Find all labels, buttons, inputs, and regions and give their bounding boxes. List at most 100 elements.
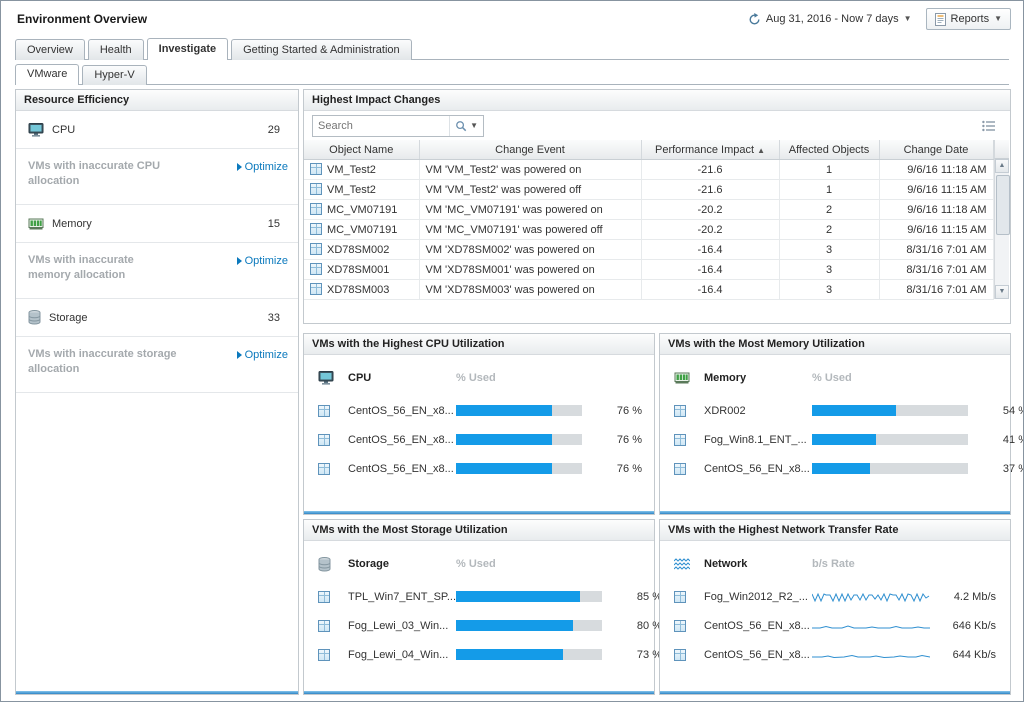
unit-label: b/s Rate — [812, 558, 855, 570]
report-icon — [934, 12, 946, 26]
table-scrollbar[interactable]: ▲ ▼ — [994, 159, 1010, 299]
memory-icon — [28, 218, 44, 230]
unit-label: % Used — [456, 372, 496, 384]
vm-icon — [310, 163, 322, 175]
metric-label: Memory — [704, 372, 747, 384]
panel-title: Highest Impact Changes — [304, 90, 1010, 111]
column-change-event[interactable]: Change Event — [419, 140, 642, 160]
cpu-list-header: CPU % Used — [318, 366, 642, 390]
resource-efficiency-panel: Resource Efficiency CPU 29 VMs with inac… — [15, 89, 299, 695]
vm-icon — [310, 183, 322, 195]
storage-icon — [318, 556, 348, 572]
utilization-bar — [456, 463, 582, 474]
utilization-bar — [456, 434, 582, 445]
unit-label: % Used — [456, 558, 496, 570]
panel-title: VMs with the Highest CPU Utilization — [304, 334, 654, 355]
column-object-name[interactable]: Object Name — [304, 140, 420, 160]
sub-tab-bar: VMware Hyper-V — [15, 64, 1009, 85]
tab-health[interactable]: Health — [87, 39, 144, 60]
tab-investigate[interactable]: Investigate — [146, 38, 229, 60]
vm-utilization-row[interactable]: Fog_Win8.1_ENT_... 41 % — [674, 425, 1023, 454]
reports-button[interactable]: Reports ▼ — [925, 8, 1011, 30]
change-row[interactable]: XD78SM001 VM 'XD78SM001' was powered on … — [304, 259, 994, 280]
vm-icon — [674, 619, 686, 632]
table-header-cap — [994, 140, 1009, 159]
table-customizer-icon[interactable] — [982, 120, 996, 132]
metric-label: CPU — [348, 372, 372, 384]
vm-icon — [674, 462, 686, 475]
time-range-selector[interactable]: Aug 31, 2016 - Now 7 days ▼ — [748, 12, 912, 26]
vm-icon — [674, 590, 686, 603]
tab-hyperv[interactable]: Hyper-V — [82, 65, 147, 85]
vm-utilization-row[interactable]: Fog_Lewi_04_Win... 73 % — [318, 640, 662, 669]
vm-icon — [674, 648, 686, 661]
main-tab-bar: Overview Health Investigate Getting Star… — [15, 38, 1009, 60]
tab-overview[interactable]: Overview — [15, 39, 85, 60]
scroll-up-button[interactable]: ▲ — [995, 159, 1009, 173]
tab-vmware[interactable]: VMware — [15, 64, 80, 85]
vm-utilization-row[interactable]: XDR002 54 % — [674, 396, 1023, 425]
most-storage-utilization-panel: VMs with the Most Storage Utilization St… — [303, 519, 662, 695]
change-row[interactable]: VM_Test2 VM 'VM_Test2' was powered off -… — [304, 179, 994, 200]
reports-label: Reports — [950, 13, 990, 25]
re-memory-note-text: VMs with inaccurate memory allocation — [28, 254, 134, 281]
arrow-right-icon — [236, 257, 242, 265]
network-sparkline — [812, 618, 936, 634]
column-change-date[interactable]: Change Date — [879, 140, 994, 160]
page-title: Environment Overview — [17, 12, 148, 26]
optimize-memory-link[interactable]: Optimize — [236, 255, 290, 267]
re-storage-note-text: VMs with inaccurate storage allocation — [28, 348, 177, 375]
column-performance-impact[interactable]: Performance Impact ▲ — [641, 140, 780, 160]
vm-utilization-row[interactable]: CentOS_56_EN_x8... 76 % — [318, 425, 642, 454]
change-row[interactable]: VM_Test2 VM 'VM_Test2' was powered on -2… — [304, 159, 994, 180]
vm-utilization-row[interactable]: TPL_Win7_ENT_SP... 85 % — [318, 582, 662, 611]
vm-utilization-row[interactable]: CentOS_56_EN_x8... 76 % — [318, 396, 642, 425]
chevron-down-icon: ▼ — [994, 14, 1002, 23]
search-input[interactable] — [313, 119, 450, 132]
column-affected-objects[interactable]: Affected Objects — [779, 140, 880, 160]
vm-icon — [318, 619, 330, 632]
vm-network-row[interactable]: CentOS_56_EN_x8... 646 Kb/s — [674, 611, 998, 640]
utilization-bar — [456, 591, 602, 602]
panel-title: VMs with the Most Memory Utilization — [660, 334, 1010, 355]
sort-ascending-icon: ▲ — [757, 145, 766, 155]
cpu-icon — [28, 122, 44, 137]
re-storage-row: Storage 33 — [16, 299, 298, 337]
optimize-cpu-link[interactable]: Optimize — [236, 161, 290, 173]
vm-icon — [310, 283, 322, 295]
vm-icon — [310, 203, 322, 215]
re-memory-row: Memory 15 — [16, 205, 298, 243]
vm-network-row[interactable]: Fog_Win2012_R2_... 4.2 Mb/s — [674, 582, 998, 611]
arrow-right-icon — [236, 351, 242, 359]
re-cpu-label: CPU — [52, 123, 76, 136]
change-row[interactable]: MC_VM07191 VM 'MC_VM07191' was powered o… — [304, 199, 994, 220]
utilization-bar — [456, 620, 602, 631]
tab-getting-started[interactable]: Getting Started & Administration — [231, 39, 412, 60]
memory-list-header: Memory % Used — [674, 366, 998, 390]
vm-utilization-row[interactable]: CentOS_56_EN_x8... 76 % — [318, 454, 642, 483]
search-button[interactable]: ▼ — [449, 115, 483, 136]
vm-utilization-row[interactable]: CentOS_56_EN_x8... 37 % — [674, 454, 1023, 483]
search-box: ▼ — [312, 114, 484, 137]
change-row[interactable]: XD78SM003 VM 'XD78SM003' was powered on … — [304, 279, 994, 300]
change-row[interactable]: MC_VM07191 VM 'MC_VM07191' was powered o… — [304, 219, 994, 240]
highest-network-transfer-panel: VMs with the Highest Network Transfer Ra… — [659, 519, 1011, 695]
most-memory-utilization-panel: VMs with the Most Memory Utilization Mem… — [659, 333, 1023, 515]
vm-icon — [318, 433, 330, 446]
change-row[interactable]: XD78SM002 VM 'XD78SM002' was powered on … — [304, 239, 994, 260]
storage-icon — [28, 310, 41, 325]
utilization-bar — [812, 463, 968, 474]
scroll-thumb[interactable] — [996, 175, 1010, 235]
vm-utilization-row[interactable]: Fog_Lewi_03_Win... 80 % — [318, 611, 662, 640]
scroll-down-button[interactable]: ▼ — [995, 285, 1009, 299]
utilization-bar — [456, 649, 602, 660]
network-icon — [674, 558, 704, 570]
vm-icon — [318, 462, 330, 475]
search-icon — [455, 120, 467, 132]
vm-icon — [310, 263, 322, 275]
vm-icon — [674, 404, 686, 417]
impact-changes-table: Object Name Change Event Performance Imp… — [304, 140, 994, 300]
optimize-storage-link[interactable]: Optimize — [236, 349, 290, 361]
vm-network-row[interactable]: CentOS_56_EN_x8... 644 Kb/s — [674, 640, 998, 669]
metric-label: Network — [704, 558, 748, 570]
